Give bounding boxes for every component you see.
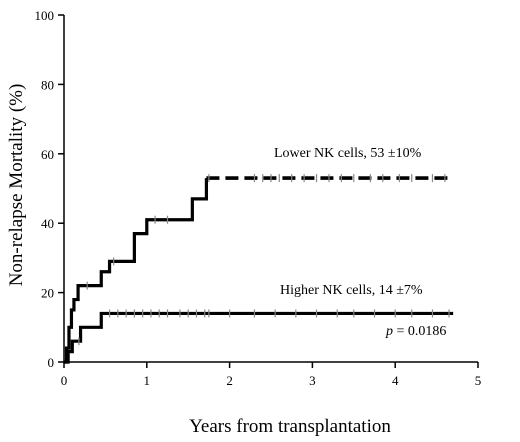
x-tick-label: 4 <box>392 373 399 388</box>
series-group <box>64 174 454 364</box>
y-tick-label: 60 <box>41 147 54 162</box>
lower-nk-series <box>64 174 454 364</box>
higher-nk-series <box>64 309 454 364</box>
p-value-label: p = 0.0186 <box>385 324 446 339</box>
y-tick-label: 100 <box>35 8 55 23</box>
lower-nk-step-line <box>64 178 209 364</box>
higher-nk-label: Higher NK cells, 14 ±7% <box>280 283 423 298</box>
y-tick-label: 0 <box>48 355 55 370</box>
y-ticks: 0 20 40 60 80 100 <box>35 8 64 370</box>
y-tick-label: 80 <box>41 77 54 92</box>
y-axis-title: Non-relapse Mortality (%) <box>6 84 27 287</box>
p-symbol: p <box>385 324 393 339</box>
y-tick-label: 20 <box>41 286 54 301</box>
x-tick-label: 2 <box>226 373 233 388</box>
y-tick-label: 40 <box>41 216 54 231</box>
higher-nk-step-line <box>64 311 454 364</box>
x-ticks: 0 1 2 3 4 5 <box>61 362 482 388</box>
x-tick-label: 0 <box>61 373 68 388</box>
x-tick-label: 1 <box>144 373 151 388</box>
axes: 0 20 40 60 80 100 0 1 2 3 4 5 <box>35 8 482 388</box>
x-tick-label: 3 <box>309 373 316 388</box>
x-axis-title: Years from transplantation <box>189 416 391 437</box>
p-value: = 0.0186 <box>393 324 446 339</box>
x-tick-label: 5 <box>475 373 482 388</box>
lower-nk-label: Lower NK cells, 53 ±10% <box>274 146 422 161</box>
